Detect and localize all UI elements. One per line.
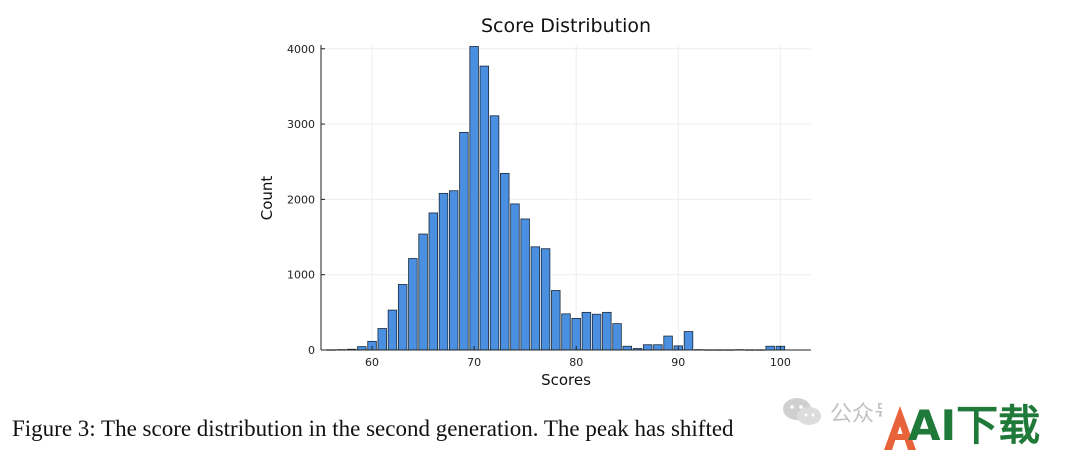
bar bbox=[530, 246, 541, 351]
bar bbox=[622, 345, 632, 351]
bar bbox=[571, 317, 581, 351]
bar bbox=[377, 328, 387, 351]
grid-lines bbox=[321, 45, 811, 351]
x-tick-label: 100 bbox=[770, 356, 791, 369]
bar bbox=[469, 46, 479, 351]
bar bbox=[663, 335, 673, 351]
bar bbox=[408, 258, 418, 351]
bar bbox=[612, 323, 622, 351]
bar bbox=[397, 284, 408, 351]
bar bbox=[561, 313, 571, 351]
bar bbox=[510, 203, 520, 351]
ai-logo-icon bbox=[884, 406, 916, 450]
bar bbox=[428, 212, 438, 351]
chart-title: Score Distribution bbox=[481, 15, 651, 37]
bars-group bbox=[326, 46, 786, 351]
bar bbox=[479, 65, 490, 351]
bar bbox=[418, 233, 428, 351]
ai-logo-watermark: AI下载 bbox=[882, 398, 1080, 456]
bar bbox=[438, 192, 449, 351]
bar bbox=[520, 218, 530, 351]
x-tick-label: 70 bbox=[467, 356, 481, 369]
y-tick-label: 2000 bbox=[287, 193, 315, 206]
bar bbox=[602, 311, 612, 351]
bar bbox=[500, 173, 510, 351]
bar bbox=[449, 190, 459, 351]
bar bbox=[642, 344, 653, 351]
bar bbox=[459, 131, 469, 351]
y-tick-label: 4000 bbox=[287, 43, 315, 56]
axes-group bbox=[320, 45, 811, 351]
social-watermark-text: 公众号 bbox=[830, 402, 882, 427]
wechat-icon bbox=[783, 398, 821, 425]
x-tick-labels: 60 70 80 90 100 bbox=[365, 356, 791, 369]
score-distribution-chart: Score Distribution 0 1000 2000 3000 4000 60 7… bbox=[258, 15, 811, 389]
y-axis-label: Count bbox=[258, 176, 276, 221]
bar bbox=[591, 313, 602, 351]
figure-caption: Figure 3: The score distribution in the … bbox=[12, 416, 734, 441]
social-watermark: 公众号 bbox=[780, 392, 890, 432]
y-tick-label: 3000 bbox=[287, 118, 315, 131]
y-tick-labels: 0 1000 2000 3000 4000 bbox=[287, 43, 315, 357]
bar bbox=[683, 331, 694, 351]
y-tick-label: 1000 bbox=[287, 269, 315, 282]
x-tick-label: 90 bbox=[671, 356, 685, 369]
y-tick-label: 0 bbox=[308, 344, 315, 357]
x-tick-label: 80 bbox=[569, 356, 583, 369]
bar bbox=[551, 290, 561, 351]
bar bbox=[489, 115, 500, 351]
bar bbox=[387, 309, 398, 351]
x-axis-label: Scores bbox=[541, 371, 591, 389]
ai-logo-text: AI下载 bbox=[908, 401, 1041, 450]
bar bbox=[357, 346, 367, 351]
bar bbox=[581, 311, 592, 351]
x-tick-label: 60 bbox=[365, 356, 379, 369]
bar bbox=[540, 248, 551, 351]
bar bbox=[765, 345, 775, 351]
bar bbox=[653, 344, 663, 351]
